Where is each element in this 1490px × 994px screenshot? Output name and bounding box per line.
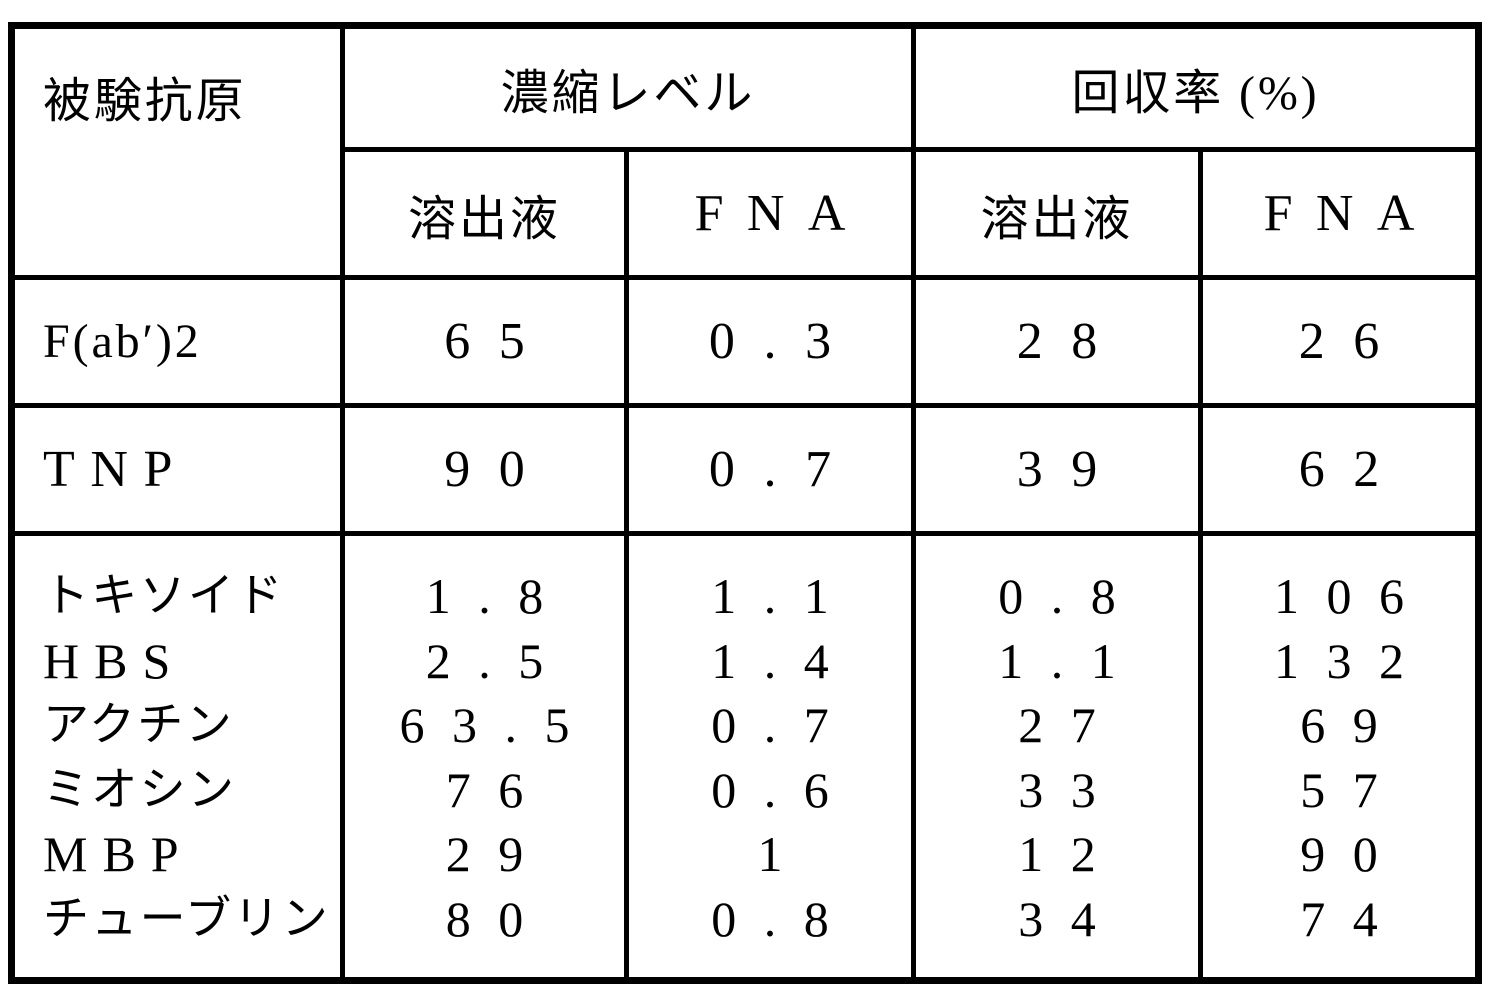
row-actin-rec-fna-value: 69 [1300, 697, 1406, 753]
row-mbp-conc-fna-value: 1 [757, 826, 810, 882]
row-tubulin-antigen-label: チューブリン [43, 892, 331, 944]
row-actin-conc-eluate-value: 63.5 [399, 697, 597, 753]
row-tnp-antigen-label: TNP [15, 408, 345, 536]
row-myosin-conc-fna-value: 0.6 [711, 761, 857, 818]
row-toxoid-conc-fna-value: 1.1 [711, 568, 857, 624]
row-hbs-conc-fna-value: 1.4 [711, 632, 857, 689]
row-hbs-rec-eluate-value: 1.1 [998, 632, 1144, 689]
subheader-eluate-recovery: 溶出液 [916, 152, 1203, 280]
row-tubulin-rec-fna-value: 74 [1300, 890, 1406, 947]
bottom-antigen-list-cell: トキソイド HBS アクチン ミオシン MBP チューブリン [15, 536, 345, 977]
row-tnp-rec-eluate-value: 39 [916, 408, 1203, 536]
row-myosin-rec-eluate-value: 33 [1018, 761, 1124, 818]
row-fab2-rec-eluate-value: 28 [916, 280, 1203, 408]
row-hbs-antigen-label: HBS [43, 632, 186, 689]
row-actin-rec-eluate-value: 27 [1018, 697, 1124, 753]
row-actin-antigen-label: アクチン [43, 699, 234, 750]
row-tnp-rec-fna-value: 62 [1203, 408, 1475, 536]
row-fab2-rec-fna-value: 26 [1203, 280, 1475, 408]
row-hbs-conc-eluate-value: 2.5 [425, 632, 571, 689]
row-toxoid-rec-eluate-value: 0.8 [998, 568, 1144, 624]
row-fab2-conc-fna-value: 0.3 [629, 280, 916, 408]
header-recovery-rate-group: 回収率 (%) [916, 29, 1475, 152]
subheader-fna-recovery: FNA [1203, 152, 1475, 280]
row-mbp-rec-fna-value: 90 [1300, 826, 1406, 882]
row-toxoid-antigen-label: トキソイド [43, 570, 285, 621]
row-tubulin-conc-eluate-value: 80 [445, 890, 551, 947]
row-fab2-antigen-label: F(ab′)2 [15, 280, 345, 408]
bottom-rec-eluate-cell: 0.8 1.1 27 33 12 34 [916, 536, 1203, 977]
subheader-fna-concentration: FNA [629, 152, 916, 280]
bottom-conc-eluate-cell: 1.8 2.5 63.5 76 29 80 [345, 536, 629, 977]
row-myosin-antigen-label: ミオシン [43, 763, 237, 815]
subheader-eluate-concentration: 溶出液 [345, 152, 629, 280]
row-toxoid-rec-fna-value: 106 [1274, 568, 1432, 624]
row-toxoid-conc-eluate-value: 1.8 [425, 568, 571, 624]
antigen-recovery-table: 被験抗原 濃縮レベル 回収率 (%) 溶出液 FNA 溶出液 FNA F(ab′… [8, 22, 1482, 984]
row-mbp-rec-eluate-value: 12 [1018, 826, 1124, 882]
bottom-rec-fna-cell: 106 132 69 57 90 74 [1203, 536, 1475, 977]
row-tnp-conc-fna-value: 0.7 [629, 408, 916, 536]
header-concentration-level-group: 濃縮レベル [345, 29, 916, 152]
row-mbp-antigen-label: MBP [43, 826, 194, 882]
row-myosin-rec-fna-value: 57 [1300, 761, 1406, 818]
row-fab2-conc-eluate-value: 65 [345, 280, 629, 408]
row-tnp-conc-eluate-value: 90 [345, 408, 629, 536]
row-tubulin-rec-eluate-value: 34 [1018, 890, 1124, 947]
row-myosin-conc-eluate-value: 76 [445, 761, 551, 818]
row-tubulin-conc-fna-value: 0.8 [711, 890, 857, 947]
row-actin-conc-fna-value: 0.7 [711, 697, 857, 753]
row-hbs-rec-fna-value: 132 [1274, 632, 1432, 689]
row-mbp-conc-eluate-value: 29 [445, 826, 551, 882]
bottom-conc-fna-cell: 1.1 1.4 0.7 0.6 1 0.8 [629, 536, 916, 977]
header-antigen: 被験抗原 [15, 29, 345, 280]
